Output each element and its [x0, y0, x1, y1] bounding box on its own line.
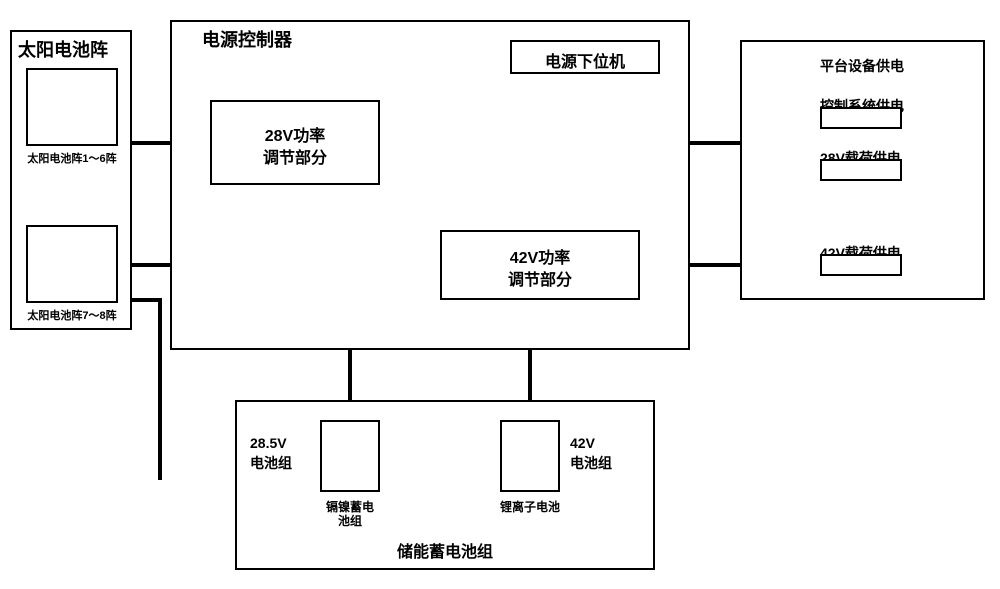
power-lower-machine: 电源下位机 — [510, 40, 660, 74]
battery-42v-name: 锂离子电池 — [495, 498, 565, 515]
battery-28v-box — [320, 420, 380, 492]
battery-28v-l2: 电池组 — [250, 453, 292, 473]
battery-42v-l1: 42V — [570, 435, 595, 451]
solar-array-1-6 — [26, 68, 118, 146]
regulator-42v-l2: 调节部分 — [442, 266, 638, 290]
battery-42v-box — [500, 420, 560, 492]
regulator-28v: 28V功率 调节部分 — [210, 100, 380, 185]
solar-array-1-6-label: 太阳电池阵1～6阵 — [18, 150, 126, 166]
storage-title: 储能蓄电池组 — [237, 538, 653, 562]
regulator-28v-l2: 调节部分 — [212, 144, 378, 168]
power-lower-machine-label: 电源下位机 — [512, 48, 658, 72]
regulator-28v-l1: 28V功率 — [212, 122, 378, 146]
battery-28v-l1: 28.5V — [250, 435, 287, 451]
storage-battery-group: 储能蓄电池组 — [235, 400, 655, 570]
battery-28v-name-l2: 池组 — [320, 512, 380, 529]
battery-42v-l2: 电池组 — [570, 453, 612, 473]
solar-array-7-8-label: 太阳电池阵7～8阵 — [18, 307, 126, 323]
solar-array-7-8 — [26, 225, 118, 303]
switch-ctrl — [820, 107, 902, 129]
switch-42vload — [820, 254, 902, 276]
solar-array-title: 太阳电池阵 — [18, 36, 108, 62]
power-controller-title: 电源控制器 — [202, 26, 292, 52]
regulator-42v-l1: 42V功率 — [442, 244, 638, 268]
switch-28vload — [820, 159, 902, 181]
output-platform-label: 平台设备供电 — [820, 56, 904, 76]
regulator-42v: 42V功率 调节部分 — [440, 230, 640, 300]
